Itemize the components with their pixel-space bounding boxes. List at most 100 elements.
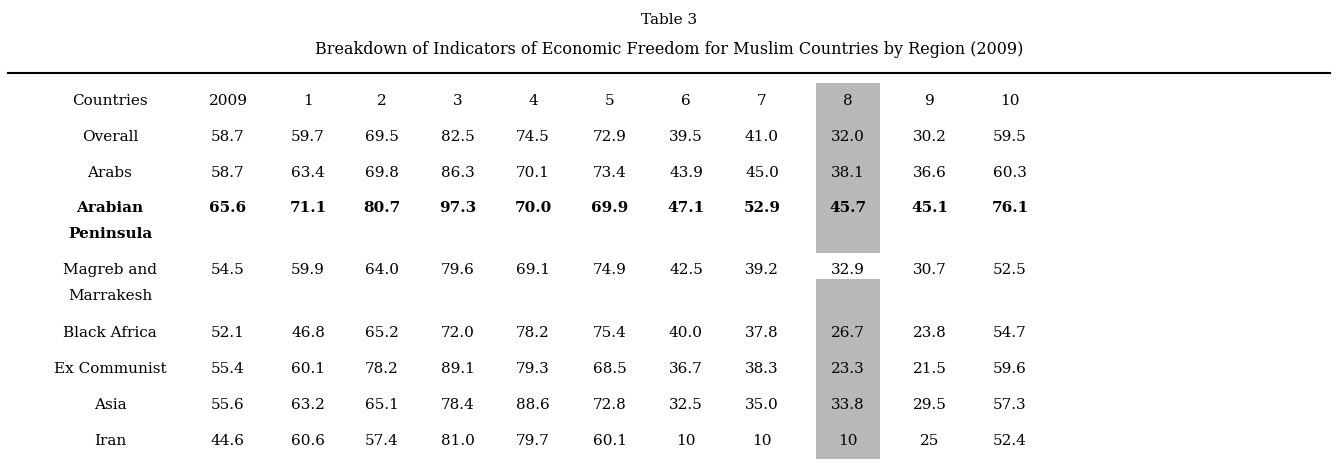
Text: 65.1: 65.1 xyxy=(365,398,399,412)
Text: 29.5: 29.5 xyxy=(913,398,947,412)
Text: 72.8: 72.8 xyxy=(593,398,628,412)
Text: 39.2: 39.2 xyxy=(745,263,779,277)
Text: Magreb and: Magreb and xyxy=(63,263,157,277)
Text: 4: 4 xyxy=(529,94,538,108)
Text: Arabs: Arabs xyxy=(87,166,132,180)
Bar xyxy=(816,279,880,315)
Text: 71.1: 71.1 xyxy=(289,201,326,215)
Text: 39.5: 39.5 xyxy=(669,130,702,144)
Text: 10: 10 xyxy=(676,434,696,448)
Text: 86.3: 86.3 xyxy=(442,166,475,180)
Text: 10: 10 xyxy=(752,434,772,448)
Bar xyxy=(816,83,880,119)
Text: 72.9: 72.9 xyxy=(593,130,628,144)
Text: 89.1: 89.1 xyxy=(442,362,475,376)
Text: 42.5: 42.5 xyxy=(669,263,702,277)
Text: 36.7: 36.7 xyxy=(669,362,702,376)
Text: 97.3: 97.3 xyxy=(439,201,476,215)
Text: 45.0: 45.0 xyxy=(745,166,779,180)
Text: Peninsula: Peninsula xyxy=(68,227,153,241)
Text: 47.1: 47.1 xyxy=(668,201,705,215)
Text: Asia: Asia xyxy=(94,398,126,412)
Bar xyxy=(816,191,880,253)
Text: 57.3: 57.3 xyxy=(993,398,1026,412)
Text: 65.2: 65.2 xyxy=(365,326,399,340)
Text: 57.4: 57.4 xyxy=(365,434,399,448)
Bar xyxy=(816,83,880,119)
Text: 54.7: 54.7 xyxy=(993,326,1026,340)
Text: 60.1: 60.1 xyxy=(593,434,628,448)
Text: 8: 8 xyxy=(843,94,852,108)
Text: 52.1: 52.1 xyxy=(211,326,245,340)
Text: Countries: Countries xyxy=(72,94,147,108)
Text: 81.0: 81.0 xyxy=(442,434,475,448)
Text: 37.8: 37.8 xyxy=(745,326,779,340)
Text: 7: 7 xyxy=(757,94,767,108)
Text: 1: 1 xyxy=(304,94,313,108)
Text: 58.7: 58.7 xyxy=(211,166,245,180)
Bar xyxy=(816,129,880,191)
Text: 38.1: 38.1 xyxy=(831,166,864,180)
Text: Table 3: Table 3 xyxy=(641,13,697,27)
Text: 78.2: 78.2 xyxy=(365,362,399,376)
Text: 23.3: 23.3 xyxy=(831,362,864,376)
Text: 44.6: 44.6 xyxy=(211,434,245,448)
Text: 69.9: 69.9 xyxy=(591,201,629,215)
Text: 26.7: 26.7 xyxy=(831,326,864,340)
Text: 3: 3 xyxy=(454,94,463,108)
Text: 2: 2 xyxy=(377,94,387,108)
Text: 45.1: 45.1 xyxy=(911,201,949,215)
Text: 33.8: 33.8 xyxy=(831,398,864,412)
Text: 10: 10 xyxy=(1001,94,1020,108)
Text: 74.9: 74.9 xyxy=(593,263,628,277)
Text: 58.7: 58.7 xyxy=(211,130,245,144)
Text: 59.9: 59.9 xyxy=(292,263,325,277)
Text: Iran: Iran xyxy=(94,434,126,448)
Text: 59.7: 59.7 xyxy=(292,130,325,144)
Bar xyxy=(816,387,880,423)
Bar xyxy=(816,315,880,351)
Text: 52.5: 52.5 xyxy=(993,263,1026,277)
Text: 43.9: 43.9 xyxy=(669,166,702,180)
Text: 65.6: 65.6 xyxy=(210,201,246,215)
Bar xyxy=(816,119,880,155)
Text: 6: 6 xyxy=(681,94,690,108)
Text: 69.1: 69.1 xyxy=(516,263,550,277)
Text: 21.5: 21.5 xyxy=(913,362,947,376)
Text: 54.5: 54.5 xyxy=(211,263,245,277)
Text: Breakdown of Indicators of Economic Freedom for Muslim Countries by Region (2009: Breakdown of Indicators of Economic Free… xyxy=(314,41,1024,58)
Text: Marrakesh: Marrakesh xyxy=(68,289,153,303)
Text: 79.7: 79.7 xyxy=(516,434,550,448)
Text: 69.5: 69.5 xyxy=(365,130,399,144)
Text: 23.8: 23.8 xyxy=(913,326,947,340)
Text: 52.9: 52.9 xyxy=(744,201,780,215)
Text: 78.2: 78.2 xyxy=(516,326,550,340)
Text: 82.5: 82.5 xyxy=(442,130,475,144)
Text: 32.0: 32.0 xyxy=(831,130,864,144)
Bar xyxy=(816,423,880,459)
Text: Overall: Overall xyxy=(82,130,138,144)
Text: 36.6: 36.6 xyxy=(913,166,947,180)
Text: 74.5: 74.5 xyxy=(516,130,550,144)
Text: 70.0: 70.0 xyxy=(514,201,551,215)
Text: 9: 9 xyxy=(925,94,935,108)
Text: 2009: 2009 xyxy=(209,94,248,108)
Text: 75.4: 75.4 xyxy=(593,326,628,340)
Text: 59.6: 59.6 xyxy=(993,362,1028,376)
Text: Black Africa: Black Africa xyxy=(63,326,157,340)
Text: 55.6: 55.6 xyxy=(211,398,245,412)
Text: 45.7: 45.7 xyxy=(830,201,867,215)
Text: Arabian: Arabian xyxy=(76,201,143,215)
Text: 88.6: 88.6 xyxy=(516,398,550,412)
Text: 46.8: 46.8 xyxy=(292,326,325,340)
Text: 30.2: 30.2 xyxy=(913,130,947,144)
Text: 69.8: 69.8 xyxy=(365,166,399,180)
Text: 68.5: 68.5 xyxy=(593,362,628,376)
Text: Ex Communist: Ex Communist xyxy=(54,362,166,376)
Text: 79.3: 79.3 xyxy=(516,362,550,376)
Text: 63.4: 63.4 xyxy=(292,166,325,180)
Text: 78.4: 78.4 xyxy=(442,398,475,412)
Text: 52.4: 52.4 xyxy=(993,434,1028,448)
Text: 70.1: 70.1 xyxy=(516,166,550,180)
Text: 55.4: 55.4 xyxy=(211,362,245,376)
